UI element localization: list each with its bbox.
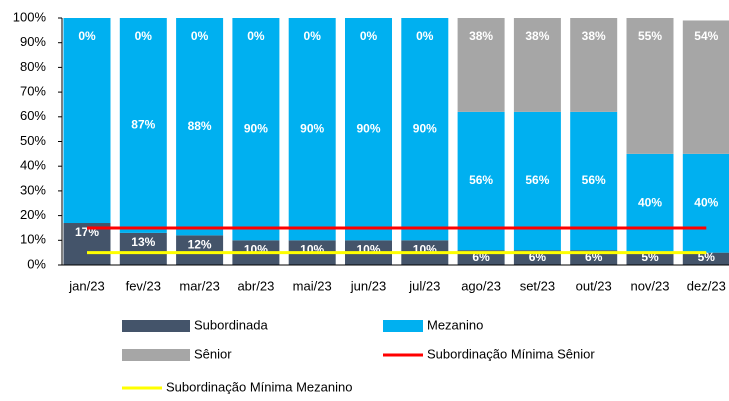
data-label: 10% xyxy=(300,242,324,256)
x-tick-label: set/23 xyxy=(520,278,555,293)
data-label: 38% xyxy=(582,29,606,43)
data-label: 56% xyxy=(582,173,606,187)
bar-segment xyxy=(63,223,111,265)
bar-segment xyxy=(176,235,224,265)
data-label: 90% xyxy=(244,121,268,135)
bar-segment xyxy=(682,20,729,154)
data-label: 0% xyxy=(135,29,153,43)
data-label: 56% xyxy=(525,173,549,187)
y-tick-label: 10% xyxy=(20,232,46,247)
data-label: 38% xyxy=(525,29,549,43)
bar-segment xyxy=(288,18,336,241)
x-tick-label: fev/23 xyxy=(126,278,161,293)
bar-segment xyxy=(401,18,449,241)
data-label: 54% xyxy=(694,29,718,43)
data-label: 0% xyxy=(416,29,434,43)
x-tick-label: dez/23 xyxy=(687,278,726,293)
y-tick-label: 80% xyxy=(20,59,46,74)
x-tick-label: abr/23 xyxy=(237,278,274,293)
x-tick-label: jan/23 xyxy=(68,278,104,293)
data-label: 10% xyxy=(244,242,268,256)
data-label: 90% xyxy=(413,121,437,135)
data-label: 0% xyxy=(78,29,96,43)
y-tick-label: 90% xyxy=(20,34,46,49)
data-label: 40% xyxy=(694,195,718,209)
y-tick-label: 70% xyxy=(20,84,46,99)
data-label: 90% xyxy=(356,121,380,135)
data-label: 13% xyxy=(131,235,155,249)
x-tick-label: mar/23 xyxy=(179,278,219,293)
x-tick-label: ago/23 xyxy=(461,278,501,293)
data-label: 0% xyxy=(247,29,265,43)
data-label: 90% xyxy=(300,121,324,135)
data-label: 87% xyxy=(131,118,155,132)
y-tick-label: 40% xyxy=(20,158,46,173)
x-tick-label: out/23 xyxy=(576,278,612,293)
data-label: 12% xyxy=(188,238,212,252)
legend-swatch xyxy=(122,320,190,332)
data-label: 0% xyxy=(360,29,378,43)
bar-segment xyxy=(63,18,111,224)
x-tick-label: mai/23 xyxy=(293,278,332,293)
y-tick-label: 0% xyxy=(27,256,46,271)
bar-segment xyxy=(119,232,167,265)
legend-label: Sênior xyxy=(194,346,232,361)
data-label: 56% xyxy=(469,173,493,187)
data-label: 40% xyxy=(638,195,662,209)
y-tick-label: 100% xyxy=(13,9,47,24)
bar-segment xyxy=(570,18,618,112)
x-tick-label: nov/23 xyxy=(630,278,669,293)
y-tick-label: 30% xyxy=(20,182,46,197)
data-label: 0% xyxy=(191,29,209,43)
legend-swatch xyxy=(122,349,190,361)
bar-segment xyxy=(176,18,224,236)
x-tick-label: jun/23 xyxy=(350,278,386,293)
legend-label: Subordinada xyxy=(194,317,268,332)
bar-segment xyxy=(626,153,674,253)
bar-segment xyxy=(626,252,674,265)
data-label: 38% xyxy=(469,29,493,43)
data-label: 0% xyxy=(304,29,322,43)
data-label: 88% xyxy=(188,119,212,133)
bar-segment xyxy=(682,252,729,265)
legend-label: Mezanino xyxy=(427,317,483,332)
legend-label: Subordinação Mínima Sênior xyxy=(427,346,595,361)
bar-segment xyxy=(345,18,392,241)
y-tick-label: 20% xyxy=(20,207,46,222)
bar-segment xyxy=(457,18,505,112)
data-label: 10% xyxy=(356,242,380,256)
legend-label: Subordinação Mínima Mezanino xyxy=(166,379,352,394)
bar-segment xyxy=(232,18,280,241)
data-label: 10% xyxy=(413,242,437,256)
bar-segment xyxy=(626,18,674,154)
bar-segment xyxy=(513,18,561,112)
legend-swatch xyxy=(383,320,423,332)
data-label: 55% xyxy=(638,29,662,43)
y-tick-label: 50% xyxy=(20,133,46,148)
y-tick-label: 60% xyxy=(20,108,46,123)
x-tick-label: jul/23 xyxy=(408,278,440,293)
bar-segment xyxy=(119,18,167,233)
bar-segment xyxy=(682,153,729,253)
